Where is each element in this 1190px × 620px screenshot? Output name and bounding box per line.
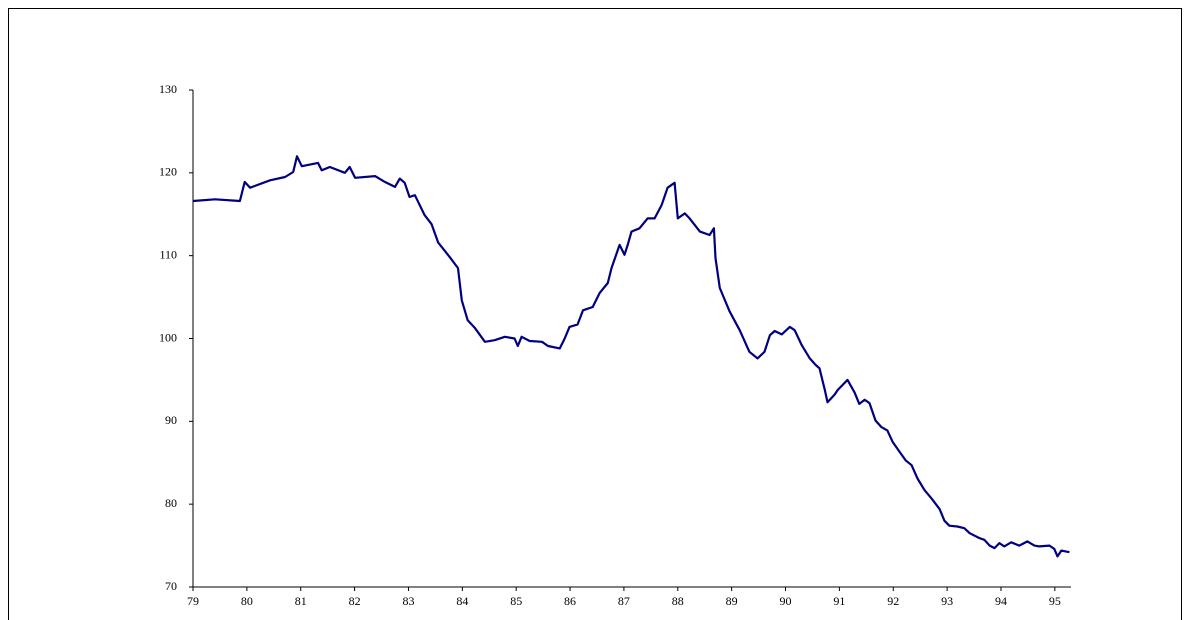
y-tick-label: 80 (165, 496, 177, 510)
x-tick-label: 89 (726, 594, 738, 608)
x-tick-label: 84 (456, 594, 468, 608)
x-tick-label: 85 (510, 594, 522, 608)
x-tick-label: 87 (618, 594, 630, 608)
x-tick-label: 94 (995, 594, 1007, 608)
frame (8, 8, 1182, 620)
x-tick-label: 81 (295, 594, 307, 608)
x-tick-label: 93 (941, 594, 953, 608)
y-tick-label: 110 (159, 247, 177, 261)
x-tick-label: 95 (1049, 594, 1061, 608)
x-tick-label: 86 (564, 594, 576, 608)
x-tick-label: 92 (887, 594, 899, 608)
x-tick-label: 90 (780, 594, 792, 608)
x-tick-label: 82 (349, 594, 361, 608)
y-tick-label: 70 (165, 579, 177, 593)
y-tick-label: 90 (165, 413, 177, 427)
x-tick-label: 88 (672, 594, 684, 608)
x-tick-label: 79 (187, 594, 199, 608)
x-tick-label: 91 (833, 594, 845, 608)
data-line (192, 155, 1070, 558)
y-tick-label: 100 (159, 330, 177, 344)
y-tick-label: 120 (159, 165, 177, 179)
x-tick-label: 83 (402, 594, 414, 608)
x-tick-label: 80 (241, 594, 253, 608)
y-tick-label: 130 (159, 82, 177, 96)
